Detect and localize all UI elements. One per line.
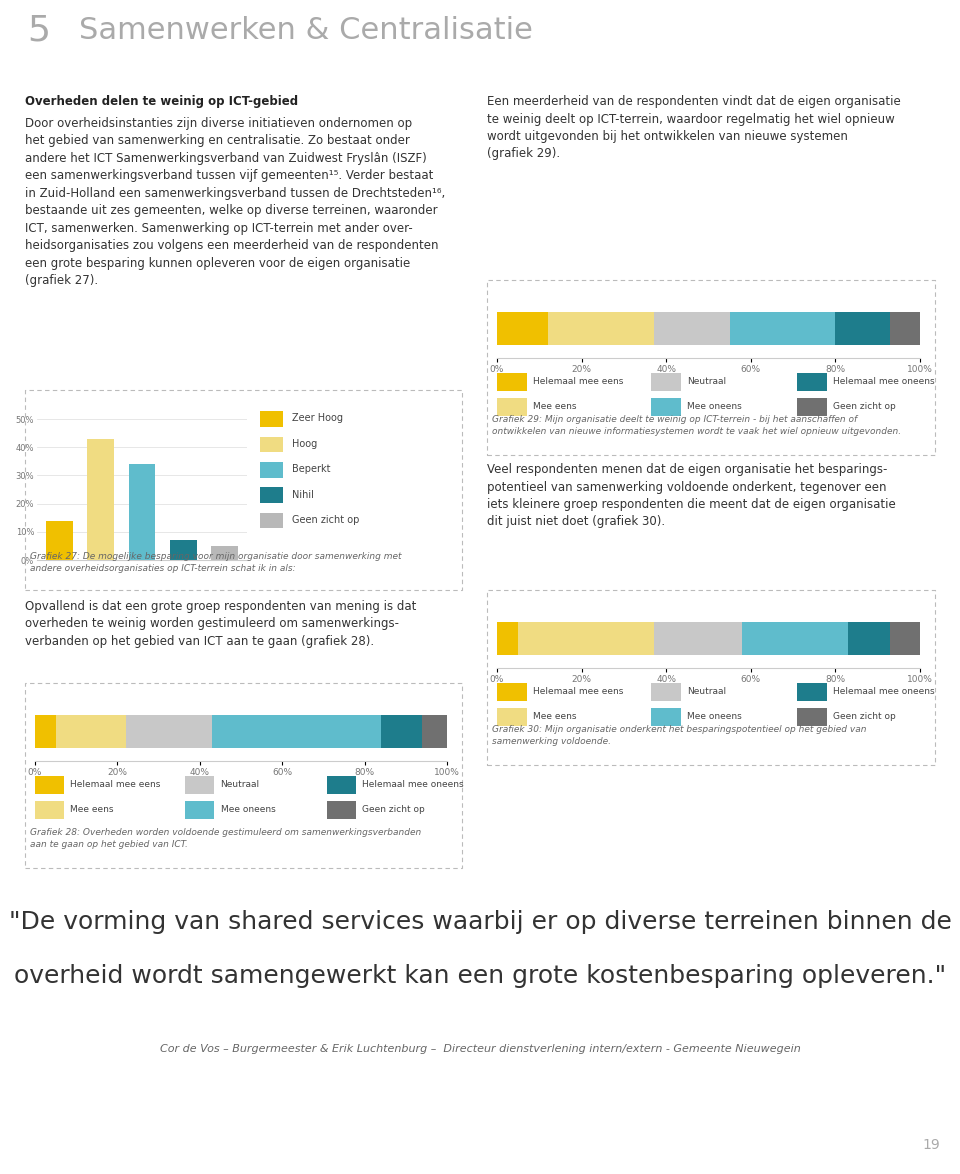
Text: overheid wordt samengewerkt kan een grote kostenbesparing opleveren.": overheid wordt samengewerkt kan een grot… [14, 964, 946, 989]
Bar [797, 398, 827, 416]
Text: Hoog: Hoog [292, 439, 318, 448]
Text: Geen zicht op: Geen zicht op [833, 402, 896, 411]
Bar [46, 520, 73, 560]
Bar [742, 621, 848, 654]
Bar [651, 398, 681, 416]
Bar [260, 513, 283, 528]
Text: Helemaal mee oneens: Helemaal mee oneens [833, 377, 935, 386]
Bar [497, 373, 527, 391]
Text: Mee eens: Mee eens [70, 805, 114, 814]
Text: 19: 19 [923, 1138, 940, 1152]
Bar [518, 621, 654, 654]
Bar [35, 776, 64, 794]
Text: Grafiek 29: Mijn organisatie deelt te weinig op ICT-terrein - bij het aanschaffe: Grafiek 29: Mijn organisatie deelt te we… [492, 414, 901, 436]
Bar [327, 801, 356, 818]
Bar [548, 311, 654, 344]
Text: "De vorming van shared services waarbij er op diverse terreinen binnen de: "De vorming van shared services waarbij … [9, 910, 951, 935]
Bar [35, 715, 56, 748]
Text: Samenwerken & Centralisatie: Samenwerken & Centralisatie [79, 16, 533, 45]
Text: Zeer Hoog: Zeer Hoog [292, 413, 344, 424]
Text: 5: 5 [27, 14, 50, 48]
Bar [651, 373, 681, 391]
Text: Geen zicht op: Geen zicht op [833, 711, 896, 721]
Text: Geen zicht op: Geen zicht op [292, 515, 360, 525]
Text: Door overheidsinstanties zijn diverse initiatieven ondernomen op
het gebied van : Door overheidsinstanties zijn diverse in… [25, 116, 445, 288]
Bar [797, 683, 827, 701]
Bar [212, 715, 381, 748]
Bar [422, 715, 447, 748]
Bar [651, 683, 681, 701]
Bar [890, 621, 920, 654]
Text: Opvallend is dat een grote groep respondenten van mening is dat
overheden te wei: Opvallend is dat een grote groep respond… [25, 600, 417, 648]
Bar [797, 708, 827, 726]
Bar [497, 621, 518, 654]
Text: Mee oneens: Mee oneens [687, 402, 742, 411]
Bar [260, 437, 283, 452]
Text: Mee oneens: Mee oneens [687, 711, 742, 721]
Bar [56, 715, 126, 748]
Text: Mee oneens: Mee oneens [221, 805, 276, 814]
Bar [730, 311, 835, 344]
Bar [260, 411, 283, 427]
Bar [185, 801, 214, 818]
Bar [260, 463, 283, 478]
Bar [654, 311, 730, 344]
Text: Helemaal mee eens: Helemaal mee eens [70, 780, 161, 789]
Text: Grafiek 30: Mijn organisatie onderkent het besparingspotentieel op het gebied va: Grafiek 30: Mijn organisatie onderkent h… [492, 726, 867, 745]
Text: Nihil: Nihil [292, 490, 314, 499]
Text: Helemaal mee oneens: Helemaal mee oneens [362, 780, 464, 789]
Text: Grafiek 27: De mogelijke besparing voor mijn organisatie door samenwerking met
a: Grafiek 27: De mogelijke besparing voor … [30, 552, 401, 573]
Bar [497, 683, 527, 701]
Text: Geen zicht op: Geen zicht op [362, 805, 425, 814]
Text: Overheden delen te weinig op ICT-gebied: Overheden delen te weinig op ICT-gebied [25, 95, 299, 108]
Text: Neutraal: Neutraal [687, 687, 727, 696]
Text: Helemaal mee eens: Helemaal mee eens [534, 377, 624, 386]
Bar [651, 708, 681, 726]
Text: Mee eens: Mee eens [534, 711, 577, 721]
Bar [170, 540, 197, 560]
Bar [797, 373, 827, 391]
Bar [327, 776, 356, 794]
Bar [185, 776, 214, 794]
Bar [126, 715, 212, 748]
Bar [890, 311, 920, 344]
Text: Neutraal: Neutraal [221, 780, 260, 789]
Bar [835, 311, 890, 344]
Bar [87, 439, 114, 560]
Bar [260, 487, 283, 502]
Text: Helemaal mee eens: Helemaal mee eens [534, 687, 624, 696]
Text: Een meerderheid van de respondenten vindt dat de eigen organisatie
te weinig dee: Een meerderheid van de respondenten vind… [487, 95, 900, 161]
Bar [497, 398, 527, 416]
Bar [129, 464, 156, 560]
Text: Mee eens: Mee eens [534, 402, 577, 411]
Text: Grafiek 28: Overheden worden voldoende gestimuleerd om samenwerkingsverbanden
aa: Grafiek 28: Overheden worden voldoende g… [30, 828, 421, 849]
Bar [35, 801, 64, 818]
Text: Beperkt: Beperkt [292, 464, 331, 474]
Bar [497, 311, 548, 344]
Text: Neutraal: Neutraal [687, 377, 727, 386]
Text: Helemaal mee oneens: Helemaal mee oneens [833, 687, 935, 696]
Text: Cor de Vos – Burgermeester & Erik Luchtenburg –  Directeur dienstverlening inter: Cor de Vos – Burgermeester & Erik Luchte… [159, 1044, 801, 1054]
Text: Veel respondenten menen dat de eigen organisatie het besparings-
potentieel van : Veel respondenten menen dat de eigen org… [487, 463, 896, 528]
Bar [497, 708, 527, 726]
Bar [654, 621, 742, 654]
Bar [848, 621, 890, 654]
Bar [211, 546, 238, 560]
Bar [381, 715, 422, 748]
